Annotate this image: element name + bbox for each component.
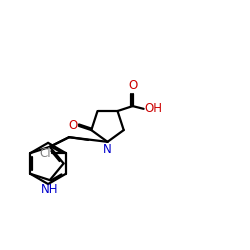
Text: O: O — [128, 79, 137, 92]
Text: N: N — [103, 143, 112, 156]
Text: O: O — [68, 120, 78, 132]
Text: Cl: Cl — [39, 147, 51, 160]
Text: NH: NH — [41, 184, 58, 196]
Text: OH: OH — [145, 102, 163, 115]
